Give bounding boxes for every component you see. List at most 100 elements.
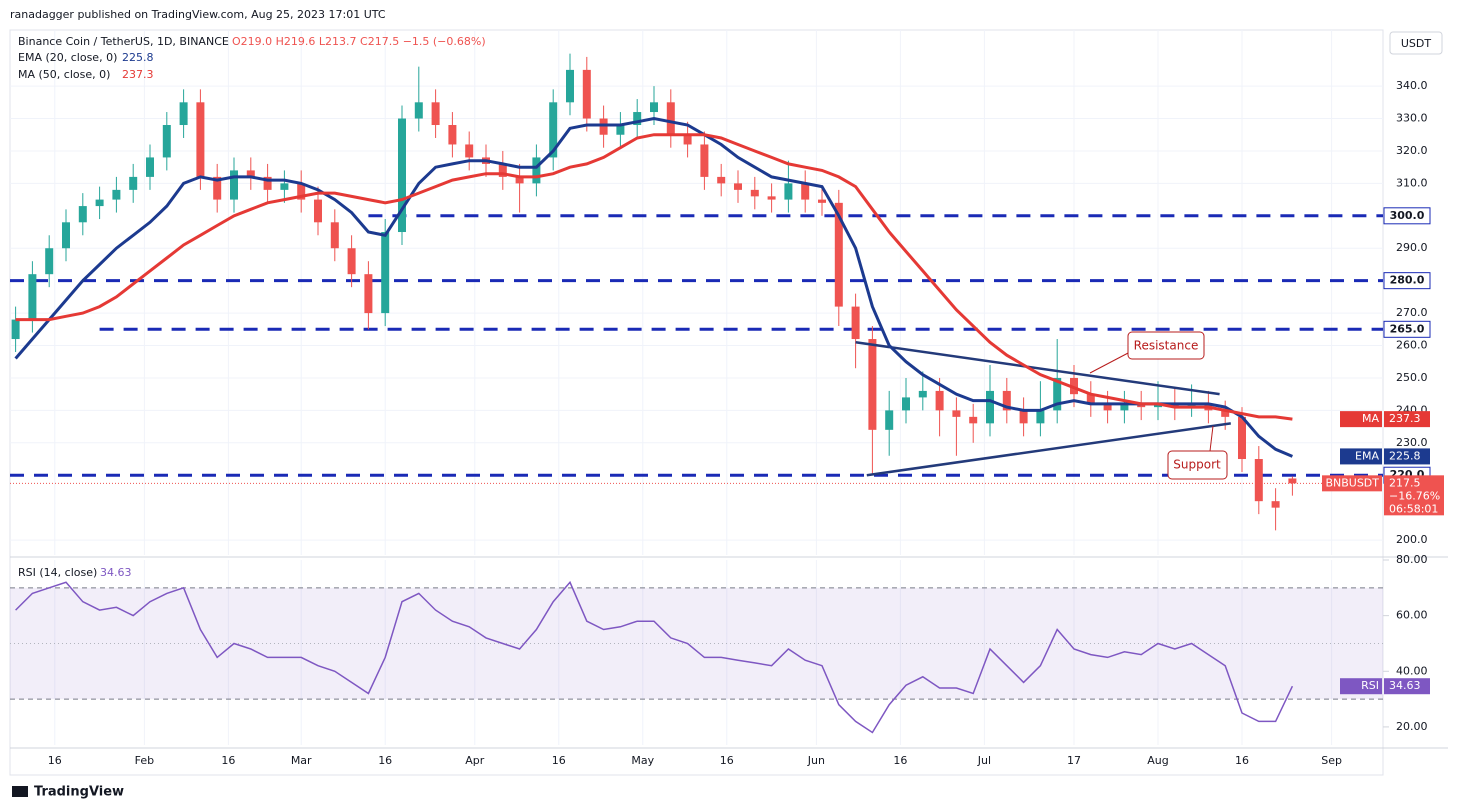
level-label-box — [1383, 207, 1431, 225]
candle-body — [885, 410, 894, 430]
level-label-box — [1383, 272, 1431, 290]
candle-body — [263, 176, 272, 190]
legend-name[interactable]: EMA (20, close, 0) — [18, 51, 117, 64]
candle-body — [364, 274, 373, 314]
candle-body — [918, 390, 927, 398]
candle-body — [616, 125, 625, 135]
legend-value: 225.8 — [122, 51, 154, 64]
candle-body — [1002, 390, 1011, 411]
indicator-tag-box — [1384, 411, 1430, 428]
indicator-line — [14, 116, 1293, 458]
candle-body — [1221, 410, 1230, 417]
candle-body — [381, 232, 390, 314]
x-tick-label: 16 — [1235, 754, 1249, 767]
level-label-box — [1383, 320, 1431, 338]
countdown: 06:58:01 — [1389, 502, 1438, 515]
candle-body — [902, 397, 910, 411]
y-tick-label: 290.0 — [1396, 241, 1428, 254]
candle-body — [633, 112, 642, 126]
x-tick-label: Feb — [135, 754, 154, 767]
footer: TradingView — [12, 785, 124, 800]
candle-body — [1187, 403, 1196, 408]
y-tick-label: 310.0 — [1396, 176, 1428, 189]
x-tick-label: Mar — [291, 754, 312, 767]
indicator-tag: 237.3 — [1389, 412, 1421, 425]
x-tick-label: Jul — [977, 754, 991, 767]
x-tick-label: 16 — [221, 754, 235, 767]
annotation: Support — [1173, 458, 1221, 472]
logo — [12, 786, 28, 797]
candle-body — [532, 157, 541, 184]
x-tick-label: May — [631, 754, 654, 767]
candle-body — [767, 196, 776, 200]
candle-body — [146, 157, 154, 177]
candle-body — [414, 102, 423, 119]
candle-body — [515, 176, 524, 184]
y-tick-label: 250.0 — [1396, 371, 1428, 384]
last-tag: BNBUSDT — [1325, 476, 1379, 489]
candle-body — [498, 163, 507, 177]
y-tick-label: 260.0 — [1396, 339, 1428, 352]
annotation-box — [1167, 450, 1228, 480]
candle-body — [700, 144, 709, 177]
candle-body — [717, 176, 726, 184]
x-tick-label: Aug — [1147, 754, 1168, 767]
candle-body — [969, 416, 978, 424]
candle-body — [162, 125, 171, 158]
x-tick-label: Sep — [1321, 754, 1342, 767]
rsi-line — [15, 580, 1294, 734]
change: −16.76% — [1389, 489, 1440, 502]
last-price: 217.5 — [1389, 476, 1421, 489]
legend-title: Binance Coin / TetherUS, 1D, BINANCE — [18, 35, 229, 48]
candle-body — [1271, 501, 1280, 508]
annotation-box — [1127, 331, 1205, 360]
candle-body — [1070, 377, 1078, 395]
candle-body — [666, 102, 675, 135]
candle-body — [280, 183, 289, 190]
legend-name[interactable]: MA (50, close, 0) — [18, 68, 110, 81]
candle-body — [465, 144, 474, 158]
y-tick-label: 320.0 — [1396, 144, 1428, 157]
candle-body — [347, 248, 356, 275]
candle-body — [582, 69, 591, 119]
candle-body — [78, 206, 87, 223]
x-tick-label: 17 — [1067, 754, 1081, 767]
arrow — [1209, 425, 1214, 452]
candle-body — [1254, 459, 1263, 502]
y-tick-label: 230.0 — [1396, 436, 1428, 449]
candle-body — [868, 339, 877, 430]
candle-body — [28, 274, 37, 320]
candle-body — [1238, 416, 1246, 460]
candle-body — [45, 248, 54, 275]
candle-body — [213, 176, 222, 200]
indicator-tag-name-box — [1340, 411, 1382, 428]
indicator-tag-name: EMA — [1355, 449, 1379, 462]
candle-body — [1053, 377, 1062, 411]
x-tick-label: 16 — [893, 754, 907, 767]
candle-body — [297, 183, 306, 200]
candle-body — [129, 176, 138, 190]
x-tick-label: 16 — [552, 754, 566, 767]
candle-body — [566, 69, 574, 103]
level-label: 280.0 — [1390, 274, 1425, 287]
candle-body — [784, 183, 793, 200]
candle-body — [1036, 410, 1045, 424]
x-tick-label: 16 — [720, 754, 734, 767]
publisher: ranadagger published on TradingView.com,… — [10, 8, 386, 21]
rsi-legend-name[interactable]: RSI (14, close) — [18, 566, 97, 579]
legend-ohlc: O219.0 H219.6 L213.7 C217.5 −1.5 (−0.68%… — [232, 35, 486, 48]
candle-body — [750, 189, 759, 197]
candle-body — [246, 170, 255, 177]
candle-body — [1154, 403, 1162, 408]
currency-box[interactable] — [1389, 31, 1443, 55]
candle-body — [801, 183, 810, 200]
rsi-tag: 34.63 — [1389, 679, 1421, 692]
candle-body — [1120, 403, 1129, 411]
level-label: 300.0 — [1390, 209, 1425, 222]
trendline — [866, 422, 1231, 477]
y-tick-label: 40.00 — [1396, 664, 1428, 677]
rsi-band — [10, 587, 1383, 700]
candle-body — [1288, 478, 1297, 484]
candle-body — [179, 102, 188, 126]
candle-body — [448, 125, 457, 145]
